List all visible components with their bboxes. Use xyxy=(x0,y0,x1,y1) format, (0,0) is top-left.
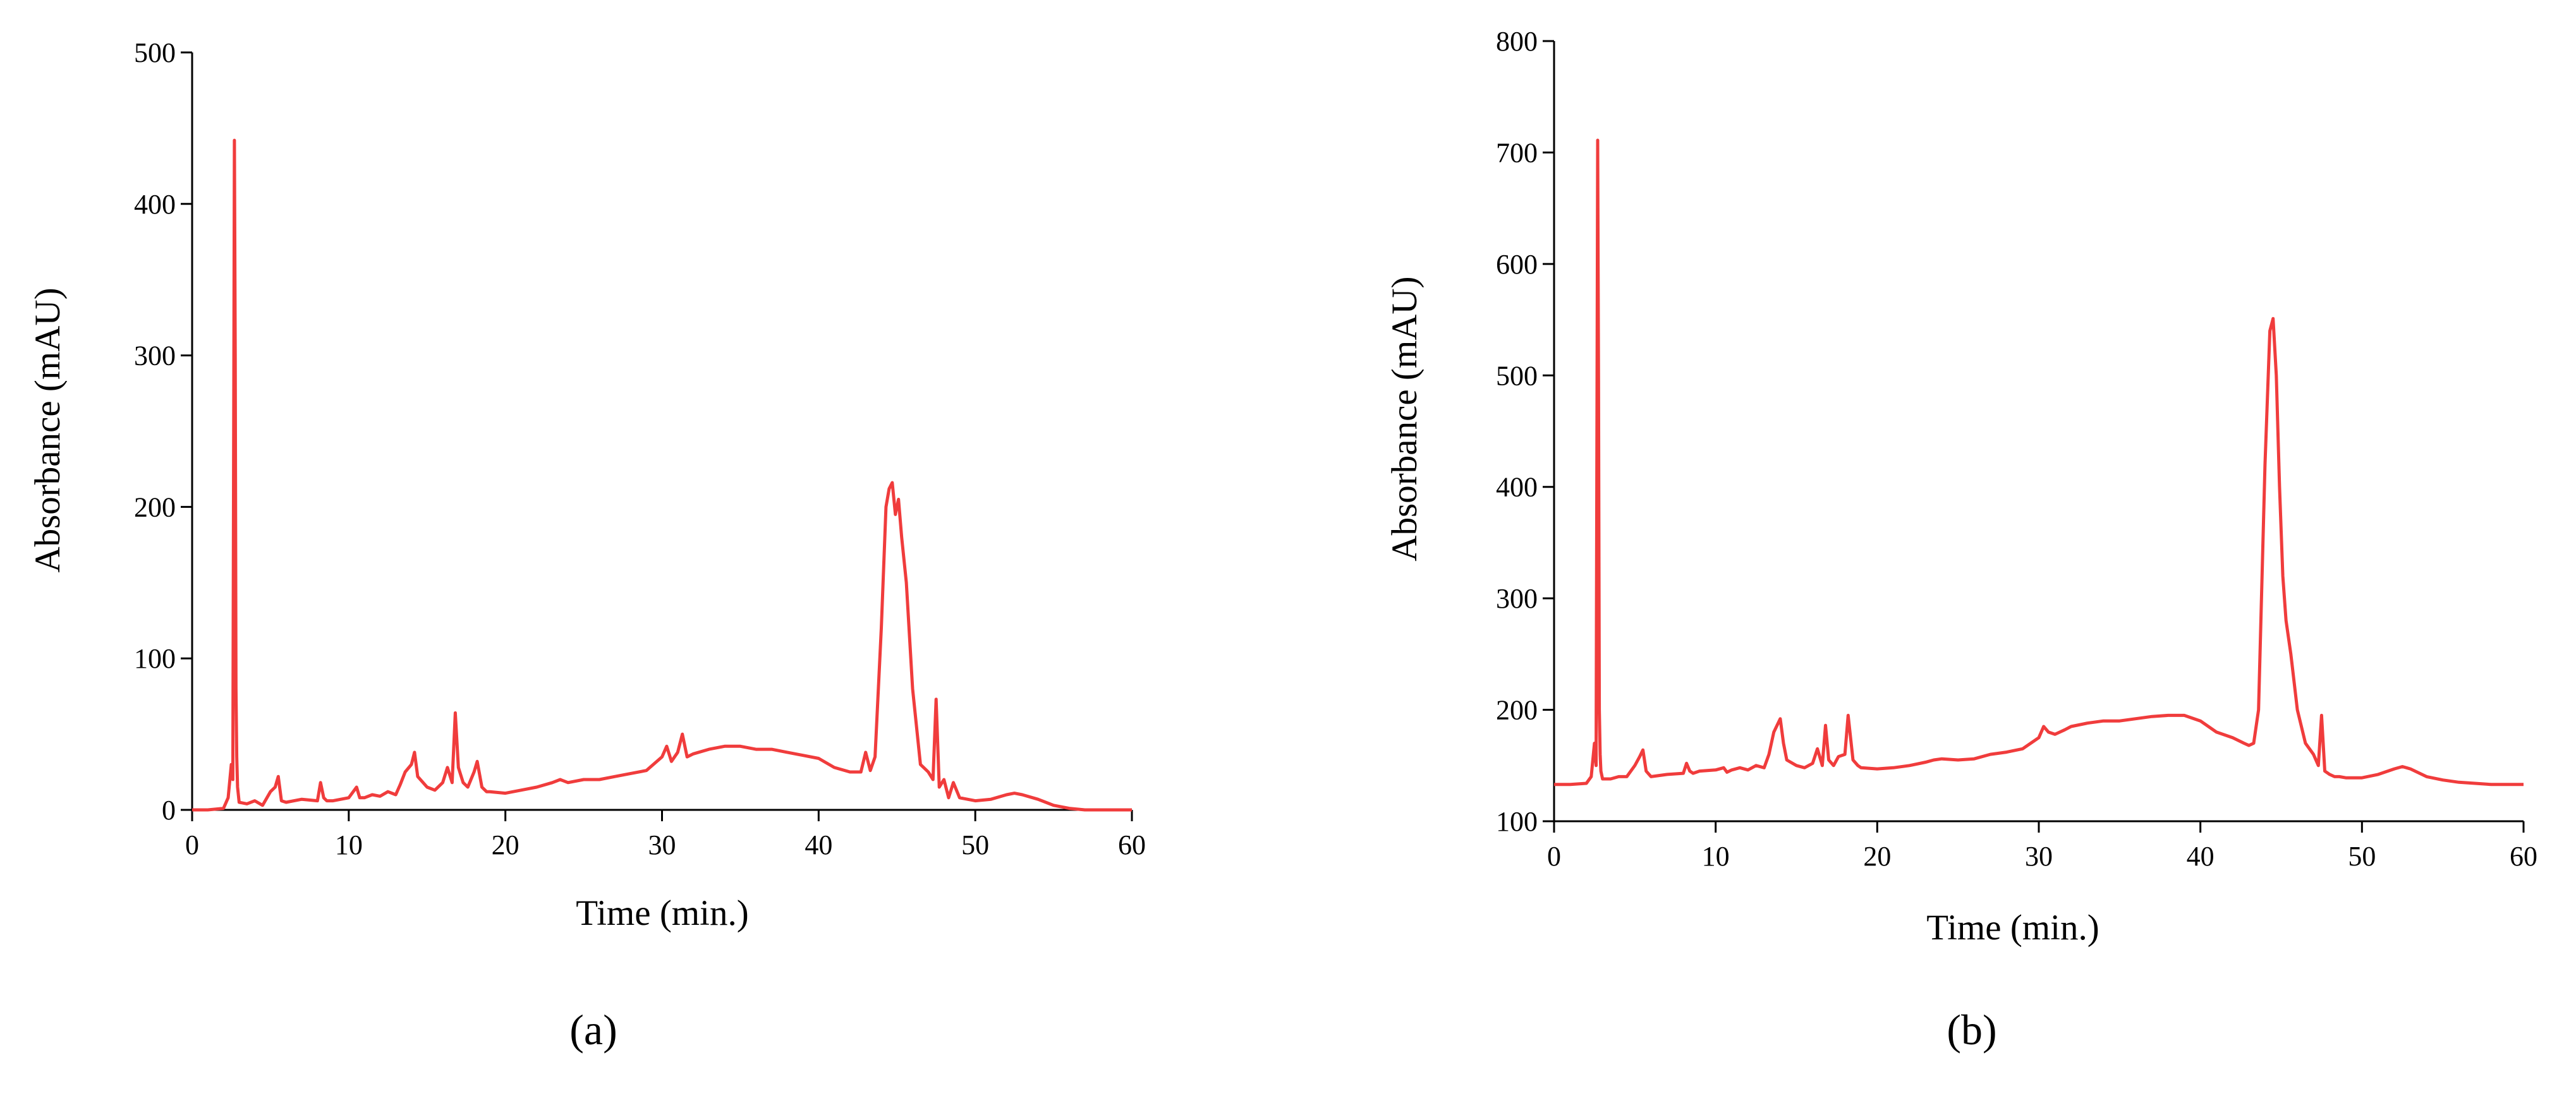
x-tick-label: 10 xyxy=(1702,841,1730,872)
y-tick-label: 200 xyxy=(134,491,176,522)
x-tick-label: 0 xyxy=(1547,841,1561,872)
y-tick-label: 400 xyxy=(134,189,176,220)
y-tick-label: 100 xyxy=(1496,806,1538,837)
x-tick-label: 50 xyxy=(961,829,989,860)
x-tick-label: 20 xyxy=(1863,841,1891,872)
y-axis-label: Absorbance (mAU) xyxy=(1385,276,1425,561)
y-tick-label: 0 xyxy=(162,795,176,826)
y-tick-label: 300 xyxy=(134,341,176,371)
x-tick-label: 60 xyxy=(2510,841,2537,872)
y-tick-label: 700 xyxy=(1496,137,1538,168)
y-tick-label: 600 xyxy=(1496,249,1538,280)
x-tick-label: 40 xyxy=(805,829,832,860)
y-tick-label: 200 xyxy=(1496,695,1538,726)
x-tick-label: 50 xyxy=(2348,841,2376,872)
x-tick-label: 0 xyxy=(185,829,199,860)
caption: (b) xyxy=(1947,1006,1996,1054)
x-tick-label: 30 xyxy=(2025,841,2053,872)
x-axis-label: Time (min.) xyxy=(576,893,748,933)
y-tick-label: 400 xyxy=(1496,472,1538,503)
y-tick-label: 500 xyxy=(134,37,176,68)
y-axis-label: Absorbance (mAU) xyxy=(28,287,68,572)
y-tick-label: 100 xyxy=(134,643,176,674)
x-axis-label: Time (min.) xyxy=(1926,908,2099,948)
caption: (a) xyxy=(569,1006,617,1054)
series-line xyxy=(192,138,1132,812)
x-tick-label: 30 xyxy=(648,829,676,860)
y-tick-label: 800 xyxy=(1496,26,1538,57)
y-tick-label: 300 xyxy=(1496,583,1538,614)
y-tick-label: 500 xyxy=(1496,360,1538,391)
x-tick-label: 20 xyxy=(492,829,519,860)
x-tick-label: 40 xyxy=(2187,841,2215,872)
series-line xyxy=(1554,138,2524,787)
x-tick-label: 10 xyxy=(335,829,363,860)
x-tick-label: 60 xyxy=(1118,829,1146,860)
